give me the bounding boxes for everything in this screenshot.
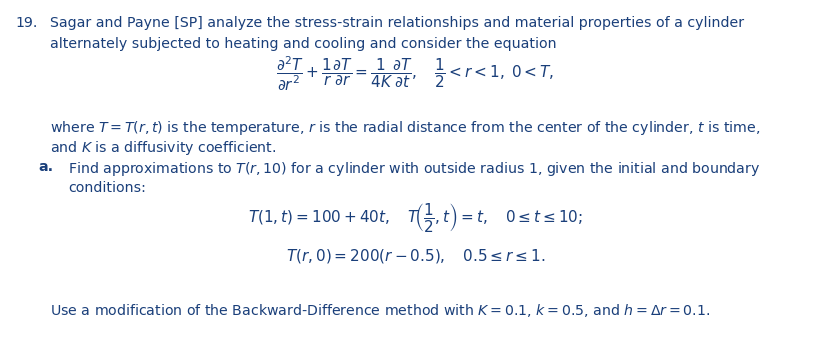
Text: a.: a.: [38, 160, 53, 174]
Text: 19.: 19.: [15, 16, 37, 30]
Text: Find approximations to $T(r, 10)$ for a cylinder with outside radius 1, given th: Find approximations to $T(r, 10)$ for a …: [68, 160, 760, 178]
Text: $T(1, t) = 100 + 40t, \quad T\!\left(\dfrac{1}{2}, t\right) = t, \quad 0 \leq t : $T(1, t) = 100 + 40t, \quad T\!\left(\df…: [248, 201, 583, 234]
Text: conditions:: conditions:: [68, 181, 146, 195]
Text: alternately subjected to heating and cooling and consider the equation: alternately subjected to heating and coo…: [50, 37, 557, 51]
Text: Sagar and Payne [SP] analyze the stress-strain relationships and material proper: Sagar and Payne [SP] analyze the stress-…: [50, 16, 744, 30]
Text: $\dfrac{\partial^2 T}{\partial r^2} + \dfrac{1}{r}\dfrac{\partial T}{\partial r}: $\dfrac{\partial^2 T}{\partial r^2} + \d…: [277, 55, 554, 93]
Text: and $K$ is a diffusivity coefficient.: and $K$ is a diffusivity coefficient.: [50, 139, 276, 157]
Text: where $T = T(r, t)$ is the temperature, $r$ is the radial distance from the cent: where $T = T(r, t)$ is the temperature, …: [50, 119, 760, 137]
Text: $T(r, 0) = 200(r - 0.5), \quad 0.5 \leq r \leq 1.$: $T(r, 0) = 200(r - 0.5), \quad 0.5 \leq …: [286, 247, 545, 264]
Text: Use a modification of the Backward-Difference method with $K = 0.1$, $k{=}0.5$, : Use a modification of the Backward-Diffe…: [50, 302, 711, 319]
